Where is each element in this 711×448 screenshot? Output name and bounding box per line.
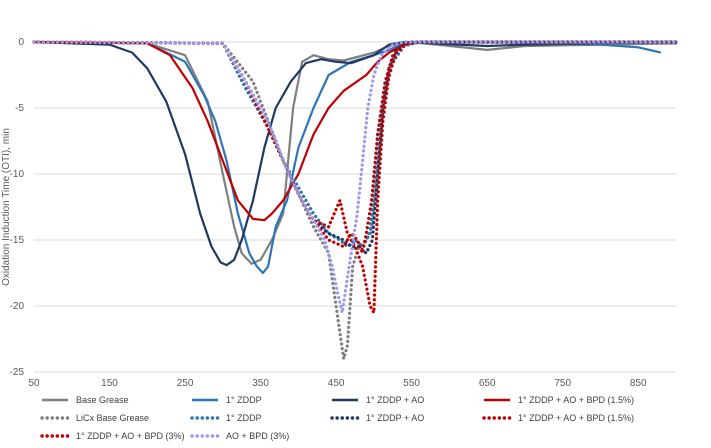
legend-item: 1° ZDDP <box>190 409 262 427</box>
legend-swatch <box>192 398 218 402</box>
y-tick-label: -20 <box>10 301 25 312</box>
legend-label: LiCx Base Grease <box>76 413 150 423</box>
legend-label: 1° ZDDP + AO <box>366 395 425 405</box>
legend-swatch <box>190 434 220 438</box>
x-tick-label: 50 <box>28 378 40 388</box>
chart-plot: 0 -5 -10 -15 -20 -25 50 150 250 350 450 550 650 750 8… <box>1 37 678 388</box>
legend-label: 1° ZDDP + AO + BPD (1.5%) <box>518 413 634 423</box>
series-lines <box>32 40 678 361</box>
y-tick-label: -5 <box>15 103 24 114</box>
legend-item: 1° ZDDP <box>190 391 262 409</box>
gridlines <box>34 41 676 373</box>
series-line-2 <box>33 40 677 267</box>
x-tick-label: 750 <box>554 378 571 388</box>
series-line-4 <box>32 40 678 361</box>
legend-item: AO + BPD (3%) <box>190 427 289 445</box>
x-tick-label: 650 <box>479 378 496 388</box>
x-tick-label: 450 <box>328 378 345 388</box>
x-tick-label: 850 <box>630 378 647 388</box>
series-line-8 <box>32 40 678 255</box>
legend-label: 1° ZDDP <box>226 395 262 405</box>
legend-item: 1° ZDDP + AO + BPD (1.5%) <box>482 409 634 427</box>
legend-label: AO + BPD (3%) <box>226 431 290 441</box>
legend-swatch <box>40 416 70 420</box>
legend-swatch <box>332 398 358 402</box>
legend-item: LiCx Base Grease <box>40 409 149 427</box>
series-line-5 <box>32 40 678 249</box>
legend-item: 1° ZDDP + AO <box>330 409 424 427</box>
x-tick-label: 150 <box>101 378 118 388</box>
x-tick-label: 350 <box>252 378 269 388</box>
legend-item: 1° ZDDP + AO <box>330 391 424 409</box>
legend-item: Base Grease <box>40 391 129 409</box>
legend-swatch <box>330 416 360 420</box>
legend-swatch <box>482 416 512 420</box>
legend-swatch <box>190 416 220 420</box>
y-tick-label: -25 <box>10 367 25 378</box>
y-axis-title: Oxidation Induction Time (OTI), min <box>1 128 12 286</box>
chart-legend: Base Grease 1° ZDDP 1° ZDDP + AO 1° ZDDP + … <box>0 388 711 448</box>
y-tick-label: -10 <box>10 169 25 180</box>
x-tick-label: 550 <box>403 378 420 388</box>
x-tick-label: 250 <box>177 378 194 388</box>
series-line-3 <box>33 40 676 222</box>
legend-label: 1° ZDDP + AO + BPD (1.5%) <box>518 395 634 405</box>
legend-swatch <box>40 434 70 438</box>
legend-item: 1° ZDDP + AO + BPD (1.5%) <box>482 391 634 409</box>
y-tick-label: 0 <box>18 37 24 48</box>
legend-label: 1° ZDDP <box>226 413 262 423</box>
legend-swatch <box>42 398 68 402</box>
legend-label: 1° ZDDP + AO + BPD (3%) <box>76 431 185 441</box>
legend-item: 1° ZDDP + AO + BPD (3%) <box>40 427 184 445</box>
x-axis-ticks: 50 150 250 350 450 550 650 750 850 <box>28 378 647 388</box>
series-line-9 <box>32 40 678 315</box>
legend-swatch <box>484 398 510 402</box>
y-axis-ticks: 0 -5 -10 -15 -20 -25 <box>10 37 25 378</box>
y-tick-label: -15 <box>10 235 25 246</box>
legend-label: Base Grease <box>76 395 129 405</box>
legend-label: 1° ZDDP + AO <box>366 413 425 423</box>
